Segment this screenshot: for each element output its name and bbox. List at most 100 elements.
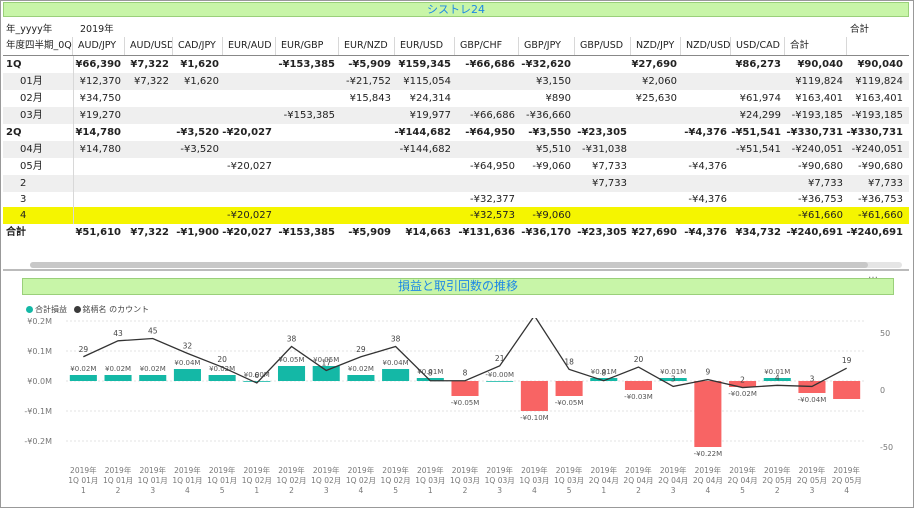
line-data-label: 8 — [601, 369, 606, 378]
bar-data-label: ¥0.02M — [348, 365, 374, 373]
column-header[interactable]: NZD/USD — [686, 40, 731, 51]
row-label[interactable]: 04月 — [20, 144, 43, 155]
row-label[interactable]: 03月 — [20, 110, 43, 121]
scrollbar-thumb[interactable] — [30, 262, 868, 268]
column-header[interactable]: NZD/JPY — [636, 40, 675, 51]
x-axis-tick-label: 5 — [220, 486, 225, 495]
column-header[interactable]: GBP/USD — [580, 40, 624, 51]
row-label[interactable]: 01月 — [20, 76, 43, 87]
column-header[interactable]: EUR/NZD — [344, 40, 388, 51]
bar-data-label: ¥0.02M — [105, 365, 131, 373]
table-cell — [123, 175, 171, 192]
legend-dot-count — [73, 306, 81, 313]
table-row[interactable]: 02月 ¥34,750 ¥15,843 ¥24,314 ¥890 ¥25,630 ¥61,9… — [3, 90, 909, 107]
table-cell — [629, 158, 679, 175]
table-row[interactable]: 2 ¥7,733 ¥7,733 ¥7,733 — [3, 175, 909, 192]
table-cell — [679, 90, 729, 107]
table-cell: -¥4,376 — [688, 161, 727, 172]
row-label[interactable]: 05月 — [20, 161, 43, 172]
table-cell — [71, 175, 123, 192]
column-header[interactable]: CAD/JPY — [178, 40, 216, 51]
table-row[interactable]: 03月 ¥19,270 -¥153,385 ¥19,977 -¥66,686 -¥36,6… — [3, 107, 909, 124]
table-cell — [221, 107, 274, 124]
table-cell: ¥24,299 — [739, 110, 781, 121]
x-axis-tick-label: 2019年 — [695, 465, 722, 475]
table-row[interactable]: 04月 ¥14,780 -¥3,520 -¥144,682 ¥5,510 -¥31,038… — [3, 141, 909, 158]
column-header[interactable]: AUD/USD — [130, 40, 173, 51]
x-axis-tick-label: 3 — [810, 486, 815, 495]
column-header[interactable]: USD/CAD — [736, 40, 780, 51]
row-label[interactable]: 2Q — [6, 127, 22, 138]
table-cell: ¥7,322 — [130, 59, 169, 70]
x-axis-tick-label: 2 — [775, 486, 780, 495]
row-label[interactable]: 02月 — [20, 93, 43, 104]
table-cell — [274, 124, 337, 141]
bar-data-label: -¥0.04M — [798, 396, 827, 404]
row-label[interactable]: 1Q — [6, 59, 22, 70]
line-data-label: 45 — [148, 327, 158, 336]
table-cell — [123, 107, 171, 124]
table-cell: -¥51,541 — [736, 144, 781, 155]
matrix-horizontal-scrollbar[interactable] — [30, 262, 902, 268]
trade-count-line — [83, 318, 847, 389]
table-cell — [393, 175, 453, 192]
row-label[interactable]: 2 — [20, 178, 27, 189]
table-cell — [453, 141, 517, 158]
legend-label-profit[interactable]: 合計損益 — [35, 305, 67, 314]
table-cell — [629, 207, 679, 224]
table-row[interactable]: 2Q ¥14,780 -¥3,520 -¥20,027 -¥144,682 -¥64,95… — [3, 124, 909, 141]
table-row[interactable]: 1Q ¥66,390 ¥7,322 ¥1,620 -¥153,385 -¥5,909 ¥15… — [3, 56, 909, 73]
table-cell: -¥5,909 — [348, 59, 391, 70]
bar-data-label: -¥0.05M — [555, 399, 584, 407]
column-header[interactable]: EUR/USD — [400, 40, 444, 51]
profit-bar — [451, 381, 479, 396]
table-cell — [171, 158, 221, 175]
table-cell — [393, 158, 453, 175]
column-header[interactable]: 合計 — [790, 40, 810, 51]
x-axis-tick-label: 1Q 03月 — [415, 476, 445, 485]
profit-bar — [208, 375, 236, 381]
table-row[interactable]: 01月 ¥12,370 ¥7,322 ¥1,620 -¥21,752 ¥115,054 ¥3… — [3, 73, 909, 90]
table-row[interactable]: 4 -¥20,027 -¥32,573 -¥9,060 -¥61,660 -¥61,660 — [3, 207, 909, 224]
x-axis-tick-label: 2019年 — [556, 465, 583, 475]
table-row[interactable]: 05月 -¥20,027 -¥64,950 -¥9,060 ¥7,733 -¥4,376 -… — [3, 158, 909, 175]
y-axis-tick-label: ¥0.0M — [27, 377, 52, 386]
x-axis-tick-label: 2Q 04月 — [623, 476, 653, 485]
column-header[interactable]: EUR/AUD — [228, 40, 272, 51]
y2-axis-tick-label: -50 — [880, 443, 893, 452]
table-cell: -¥23,305 — [577, 227, 627, 238]
column-header[interactable]: GBP/CHF — [460, 40, 503, 51]
table-cell: -¥144,682 — [394, 127, 451, 138]
table-cell: ¥27,690 — [631, 59, 677, 70]
table-row[interactable]: 3 -¥32,377 -¥4,376 -¥36,753 -¥36,753 — [3, 191, 909, 208]
table-cell: ¥14,663 — [405, 227, 451, 238]
column-header[interactable]: GBP/JPY — [524, 40, 561, 51]
x-axis-tick-label: 2Q 05月 — [762, 476, 792, 485]
corner-row-label[interactable]: 年度四半期_0Q — [6, 40, 72, 51]
table-cell: -¥3,520 — [180, 144, 219, 155]
x-axis-tick-label: 3 — [150, 486, 155, 495]
table-cell — [71, 191, 123, 208]
column-header[interactable]: AUD/JPY — [78, 40, 117, 51]
table-cell: -¥193,185 — [851, 110, 903, 121]
row-label[interactable]: 合計 — [6, 227, 26, 238]
legend-label-count[interactable]: 銘柄名 のカウント — [82, 305, 150, 314]
x-axis-tick-label: 3 — [671, 486, 676, 495]
table-cell — [274, 191, 337, 208]
table-cell: -¥66,686 — [465, 59, 515, 70]
table-cell: -¥32,620 — [521, 59, 571, 70]
table-cell — [679, 207, 729, 224]
table-cell — [629, 191, 679, 208]
more-options-icon[interactable]: … — [868, 270, 878, 281]
grid-divider — [172, 37, 173, 56]
column-header[interactable]: EUR/GBP — [281, 40, 324, 51]
x-axis-tick-label: 2019年 — [313, 465, 340, 475]
row-label[interactable]: 3 — [20, 194, 27, 205]
table-cell — [573, 56, 629, 73]
row-label[interactable]: 4 — [20, 210, 27, 221]
table-row[interactable]: 合計 ¥51,610 ¥7,322 -¥1,900 -¥20,027 -¥153,385 -… — [3, 224, 909, 241]
table-cell: -¥1,900 — [176, 227, 219, 238]
table-cell: ¥1,620 — [184, 76, 219, 87]
bar-data-label: -¥0.03M — [624, 393, 653, 401]
bar-data-label: -¥0.22M — [694, 450, 723, 458]
